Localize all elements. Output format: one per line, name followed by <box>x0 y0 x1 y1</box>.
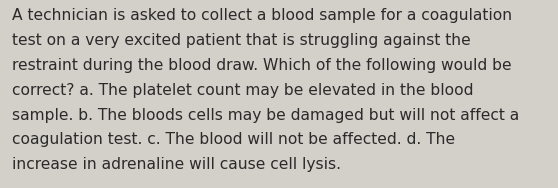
Text: A technician is asked to collect a blood sample for a coagulation: A technician is asked to collect a blood… <box>12 8 512 24</box>
Text: increase in adrenaline will cause cell lysis.: increase in adrenaline will cause cell l… <box>12 157 341 172</box>
Text: restraint during the blood draw. Which of the following would be: restraint during the blood draw. Which o… <box>12 58 512 73</box>
Text: sample. b. The bloods cells may be damaged but will not affect a: sample. b. The bloods cells may be damag… <box>12 108 519 123</box>
Text: test on a very excited patient that is struggling against the: test on a very excited patient that is s… <box>12 33 470 48</box>
Text: correct? a. The platelet count may be elevated in the blood: correct? a. The platelet count may be el… <box>12 83 473 98</box>
Text: coagulation test. c. The blood will not be affected. d. The: coagulation test. c. The blood will not … <box>12 132 455 147</box>
